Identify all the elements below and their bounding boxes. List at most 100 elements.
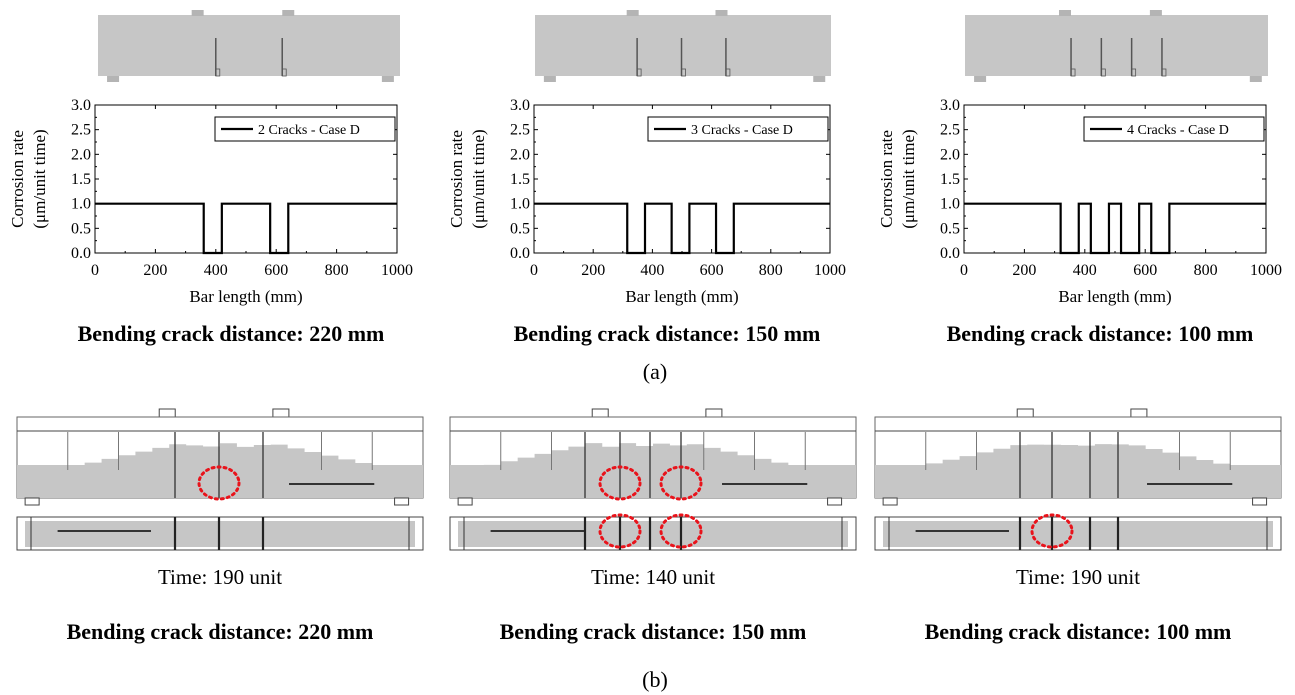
highlight-ellipse (1030, 513, 1074, 549)
support-plate (813, 76, 826, 82)
beam-thumbnail (98, 10, 400, 82)
support-plate (827, 497, 843, 506)
y-axis-label-line: (μm/unit time) (30, 129, 49, 228)
x-tick-label: 200 (581, 262, 605, 279)
time-label: Time: 140 unit (591, 565, 715, 589)
loading-plate (282, 10, 295, 16)
crack-notch (636, 68, 642, 77)
legend-entry: 4 Cracks - Case D (1127, 123, 1229, 138)
x-axis-label: Bar length (mm) (625, 287, 738, 306)
y-tick-label: 3.0 (510, 97, 530, 114)
x-tick-label: 0 (91, 262, 99, 279)
legend: 3 Cracks - Case D (647, 116, 829, 142)
y-tick-label: 2.0 (71, 146, 91, 163)
y-tick-label: 0.5 (510, 220, 530, 237)
x-tick-label: 0 (530, 262, 538, 279)
panel-caption: Bending crack distance: 100 mm (947, 321, 1254, 346)
highlight-ellipse (659, 513, 703, 549)
support-plate (543, 76, 556, 82)
x-tick-label: 400 (1073, 262, 1097, 279)
highlight-ellipse (598, 465, 642, 501)
y-axis-label-line: Corrosion rate (8, 130, 27, 228)
y-tick-label: 1.5 (510, 171, 530, 188)
x-tick-label: 400 (204, 262, 228, 279)
panel-caption: Bending crack distance: 100 mm (925, 619, 1232, 644)
x-tick-label: 600 (700, 262, 724, 279)
crack-notch (1131, 68, 1137, 77)
loading-plate (1016, 408, 1034, 418)
beam-body (535, 15, 831, 76)
y-tick-label: 2.5 (510, 122, 530, 139)
crack-notch (1100, 68, 1106, 77)
x-tick-label: 800 (325, 262, 349, 279)
beam-body (98, 15, 400, 76)
y-tick-label: 0.0 (510, 245, 530, 262)
crack-notch (215, 68, 221, 77)
y-tick-label: 2.0 (510, 146, 530, 163)
bar-level-damage (458, 521, 848, 547)
y-axis-label: Corrosion rate (μm/unit time) (877, 129, 918, 228)
crack-notch (1161, 68, 1167, 77)
x-axis-label: Bar length (mm) (1058, 287, 1171, 306)
damage-panel-3: Time: 190 unit Bending crack distance: 10… (874, 408, 1282, 644)
support-plate (107, 76, 120, 82)
support-plate (974, 76, 987, 82)
y-axis-label-line: Corrosion rate (447, 130, 466, 228)
y-tick-label: 1.0 (940, 196, 960, 213)
support-plate (1252, 497, 1268, 506)
beam-thumbnail (965, 10, 1268, 82)
beam-body (965, 15, 1268, 76)
y-tick-label: 2.0 (940, 146, 960, 163)
legend-entry: 3 Cracks - Case D (691, 123, 793, 138)
highlight-ellipse (598, 513, 642, 549)
y-axis-label-line: (μm/unit time) (469, 129, 488, 228)
y-tick-label: 0.0 (940, 245, 960, 262)
crack-notch (1070, 68, 1076, 77)
loading-plate (191, 10, 204, 16)
y-tick-label: 1.5 (71, 171, 91, 188)
x-tick-label: 800 (1194, 262, 1218, 279)
x-tick-label: 1000 (814, 262, 846, 279)
loading-plate (1058, 10, 1071, 16)
damage-panel-2: Time: 140 unit Bending crack distance: 15… (449, 408, 857, 644)
panel-caption: Bending crack distance: 150 mm (500, 619, 807, 644)
corrosion-chart-1: 0.0 0.5 1.0 1.5 2.0 2.5 3.0 0 200 400 600 800 1000 Ba… (8, 10, 413, 346)
support-plate (1249, 76, 1262, 82)
legend: 2 Cracks - Case D (214, 116, 396, 142)
support-plate (882, 497, 898, 506)
crack-notch (281, 68, 287, 77)
y-tick-label: 2.5 (940, 122, 960, 139)
series-line (964, 202, 1266, 255)
y-tick-label: 1.5 (940, 171, 960, 188)
loading-plate (626, 10, 639, 16)
y-tick-label: 0.5 (71, 220, 91, 237)
x-axis-label: Bar length (mm) (189, 287, 302, 306)
x-tick-label: 200 (1012, 262, 1036, 279)
y-axis-label: Corrosion rate (μm/unit time) (447, 129, 488, 228)
highlight-ellipse (197, 465, 241, 501)
x-tick-label: 200 (143, 262, 167, 279)
y-tick-label: 3.0 (940, 97, 960, 114)
panel-caption: Bending crack distance: 220 mm (78, 321, 385, 346)
x-tick-label: 800 (759, 262, 783, 279)
y-tick-label: 0.0 (71, 245, 91, 262)
time-label: Time: 190 unit (1016, 565, 1140, 589)
panel-caption: Bending crack distance: 220 mm (67, 619, 374, 644)
legend: 4 Cracks - Case D (1083, 116, 1265, 142)
support-plate (394, 497, 410, 506)
x-tick-label: 1000 (1250, 262, 1282, 279)
panel-b: Time: 190 unit Bending crack distance: 22… (16, 408, 1282, 644)
loading-plate (705, 408, 723, 418)
corrosion-chart-3: 0.0 0.5 1.0 1.5 2.0 2.5 3.0 0 200 400 600 800 1000 Ba… (877, 10, 1282, 346)
x-tick-label: 400 (640, 262, 664, 279)
loading-plate (715, 10, 728, 16)
panel-label-b: (b) (642, 667, 668, 692)
support-plate (457, 497, 473, 506)
series-line (95, 202, 397, 255)
y-tick-label: 2.5 (71, 122, 91, 139)
y-axis-label-line: Corrosion rate (877, 130, 896, 228)
support-plate (381, 76, 394, 82)
x-tick-label: 600 (264, 262, 288, 279)
beam-thumbnail (535, 10, 831, 82)
